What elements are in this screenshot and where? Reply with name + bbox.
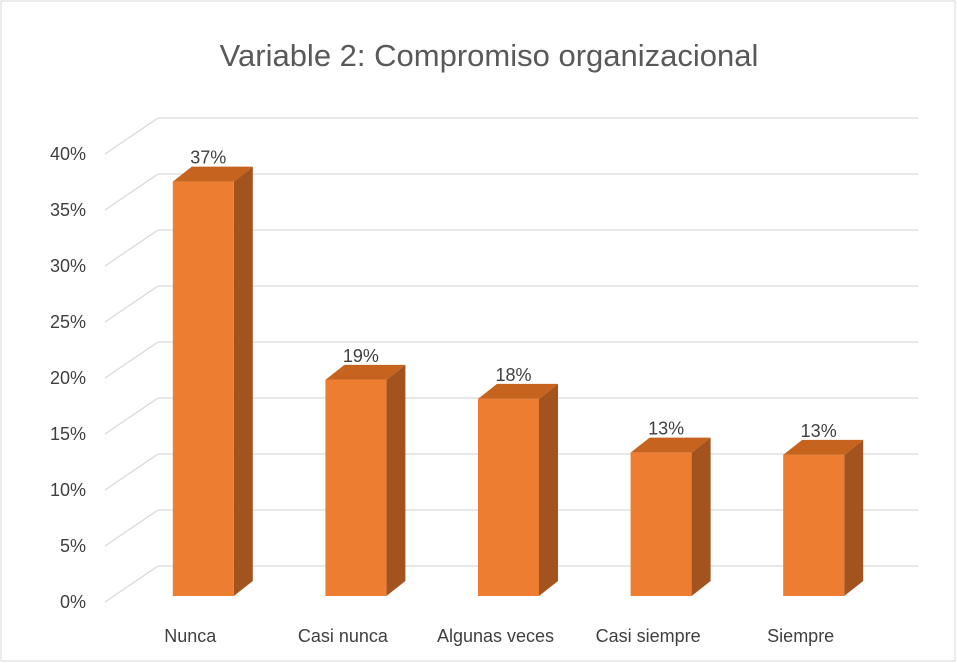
bar — [783, 454, 845, 596]
data-label: 19% — [343, 346, 379, 366]
bar-side — [691, 437, 711, 596]
y-tick-label: 30% — [50, 256, 86, 276]
bar — [478, 398, 539, 596]
data-label: 37% — [190, 148, 226, 168]
grid-line — [104, 229, 918, 267]
x-tick-label: Siempre — [767, 626, 834, 646]
bar — [172, 181, 234, 596]
data-label: 13% — [648, 419, 684, 439]
grid-line — [104, 173, 918, 211]
y-tick-label: 15% — [50, 424, 86, 444]
bar-side — [233, 166, 253, 596]
data-label: 18% — [495, 365, 531, 385]
data-label: 13% — [801, 421, 837, 441]
y-tick-label: 10% — [50, 480, 86, 500]
y-tick-label: 20% — [50, 368, 86, 388]
y-tick-label: 35% — [50, 200, 86, 220]
bar-top — [783, 439, 864, 455]
x-tick-label: Nunca — [164, 626, 217, 646]
bar-top — [630, 437, 711, 453]
x-tick-label: Casi nunca — [298, 626, 389, 646]
y-tick-label: 40% — [50, 144, 86, 164]
grid-line — [104, 285, 918, 323]
chart-title: Variable 2: Compromiso organizacional — [220, 38, 759, 73]
y-tick-label: 0% — [60, 592, 86, 612]
bar-side — [844, 439, 864, 596]
x-tick-label: Casi siempre — [596, 626, 701, 646]
bar-top — [325, 364, 406, 380]
grid-line — [104, 397, 918, 435]
grid-line — [104, 117, 918, 155]
grid-line — [104, 341, 918, 379]
bar — [325, 379, 387, 596]
bar-side — [386, 364, 406, 596]
bar — [630, 452, 692, 596]
x-tick-label: Algunas veces — [437, 626, 554, 646]
y-tick-label: 25% — [50, 312, 86, 332]
bar-top — [478, 383, 558, 399]
bar-side — [539, 383, 558, 596]
bar-top — [172, 166, 253, 182]
y-tick-label: 5% — [60, 536, 86, 556]
